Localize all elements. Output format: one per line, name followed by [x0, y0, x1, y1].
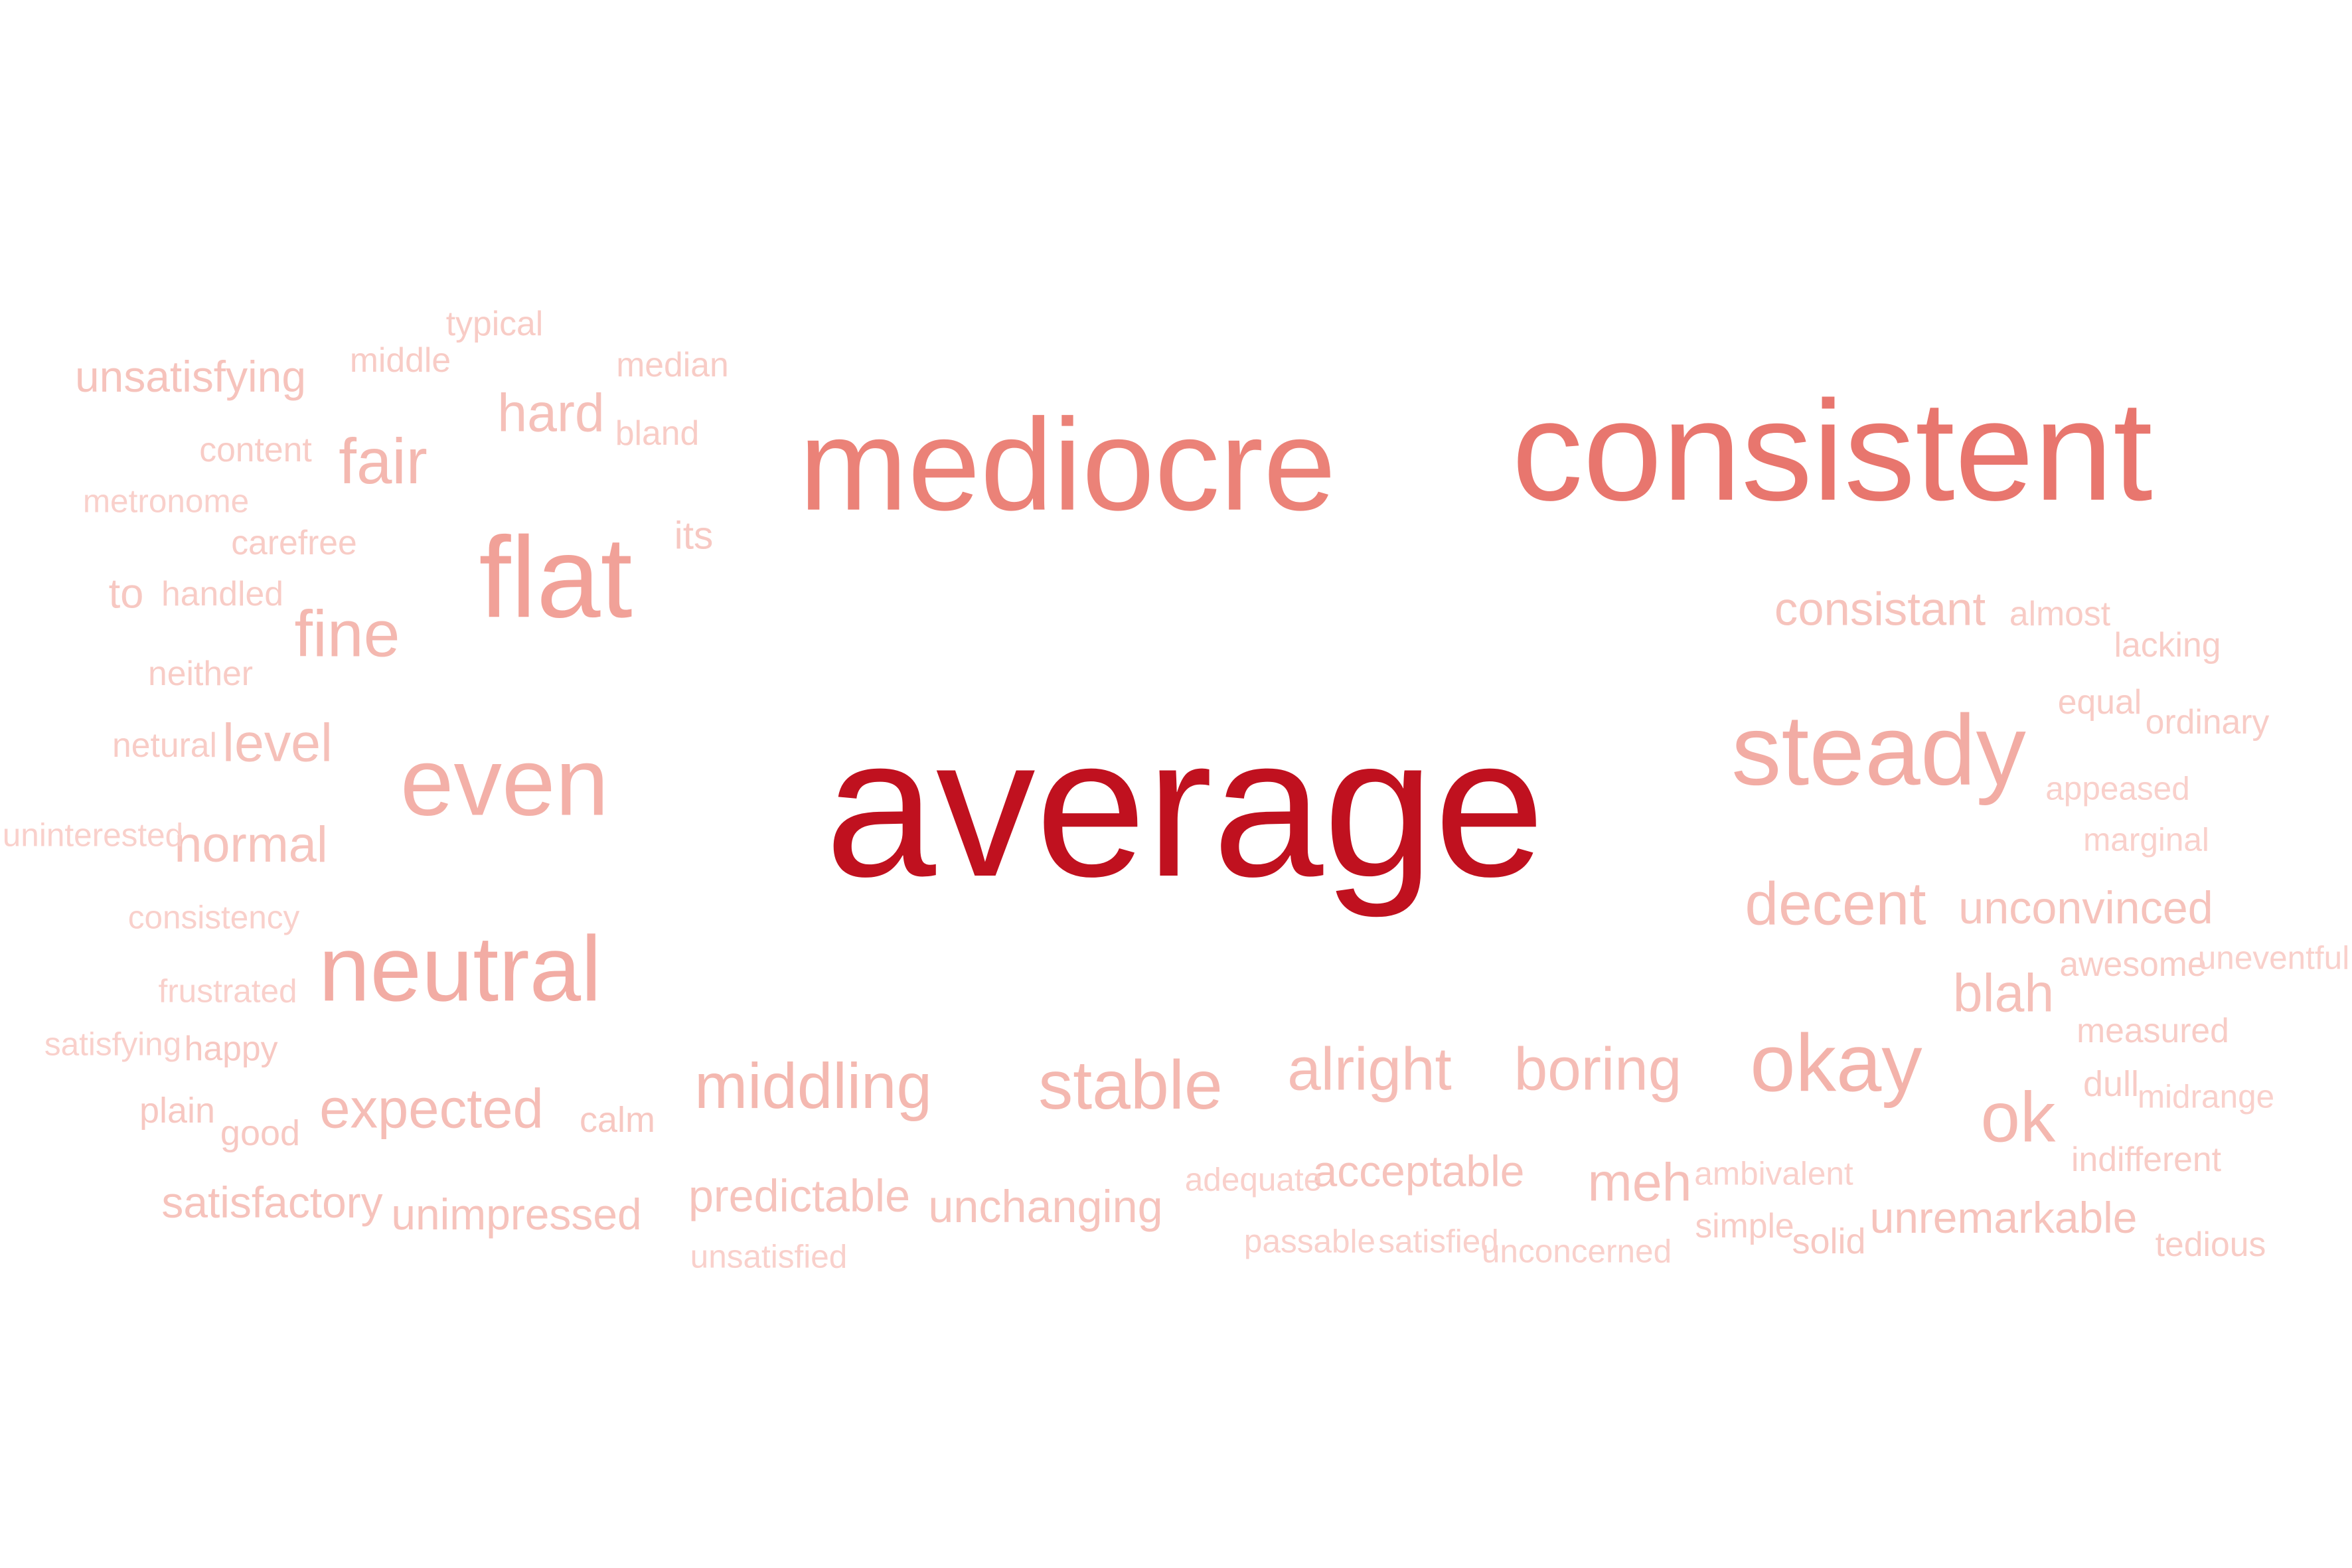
- cloud-word-average: average: [824, 695, 1545, 918]
- cloud-word-lacking: lacking: [2114, 625, 2221, 665]
- cloud-word-middling: middling: [694, 1050, 932, 1122]
- cloud-word-awesome: awesome: [2059, 945, 2207, 984]
- cloud-word-satisfied: satisfied: [1378, 1223, 1499, 1260]
- cloud-word-adequate: adequate: [1184, 1161, 1322, 1198]
- cloud-word-decent: decent: [1745, 870, 1926, 938]
- cloud-word-marginal: marginal: [2083, 821, 2209, 858]
- cloud-word-alright: alright: [1287, 1036, 1452, 1103]
- cloud-word-consistency: consistency: [127, 899, 300, 936]
- cloud-word-predictable: predictable: [688, 1170, 911, 1221]
- cloud-word-okay: okay: [1750, 1018, 1922, 1109]
- cloud-word-bland: bland: [615, 414, 700, 453]
- cloud-word-calm: calm: [579, 1100, 656, 1140]
- cloud-word-solid: solid: [1792, 1221, 1866, 1261]
- cloud-word-uneventful: uneventful: [2197, 939, 2350, 977]
- cloud-word-satisfactory: satisfactory: [161, 1178, 383, 1227]
- cloud-word-tedious: tedious: [2155, 1225, 2266, 1264]
- cloud-word-plain: plain: [139, 1091, 216, 1131]
- cloud-word-equal: equal: [2057, 682, 2142, 722]
- cloud-word-unchanging: unchanging: [928, 1181, 1163, 1232]
- cloud-word-hard: hard: [497, 383, 605, 443]
- cloud-word-frustrated: frustrated: [158, 973, 297, 1010]
- cloud-word-measured: measured: [2077, 1011, 2229, 1050]
- cloud-word-handled: handled: [161, 574, 283, 613]
- cloud-word-to: to: [108, 570, 144, 617]
- cloud-word-metronome: metronome: [82, 483, 250, 520]
- cloud-word-consistant: consistant: [1774, 582, 1986, 635]
- cloud-word-ok: ok: [1980, 1077, 2056, 1157]
- cloud-word-typical: typical: [445, 304, 544, 343]
- cloud-word-its: its: [674, 514, 714, 558]
- cloud-word-midrange: midrange: [2137, 1078, 2275, 1115]
- cloud-word-content: content: [199, 430, 312, 469]
- cloud-word-normal: normal: [174, 817, 328, 874]
- cloud-word-unconvinced: unconvinced: [1958, 882, 2213, 933]
- cloud-word-unsatisfying: unsatisfying: [75, 352, 306, 402]
- cloud-word-flat: flat: [479, 512, 633, 642]
- cloud-word-fine: fine: [294, 597, 400, 670]
- cloud-word-passable: passable: [1243, 1223, 1376, 1260]
- cloud-word-appeased: appeased: [2045, 770, 2190, 807]
- cloud-word-neither: neither: [147, 654, 254, 693]
- cloud-word-level: level: [222, 713, 333, 773]
- cloud-word-acceptable: acceptable: [1312, 1146, 1525, 1196]
- cloud-word-unremarkable: unremarkable: [1869, 1193, 2138, 1243]
- cloud-word-unsatisfied: unsatisfied: [690, 1238, 848, 1275]
- cloud-word-stable: stable: [1038, 1047, 1223, 1124]
- cloud-word-good: good: [220, 1113, 301, 1153]
- cloud-word-netural: netural: [112, 726, 218, 765]
- cloud-word-expected: expected: [319, 1077, 544, 1140]
- cloud-word-simple: simple: [1695, 1206, 1794, 1245]
- cloud-word-middle: middle: [349, 341, 451, 380]
- cloud-word-uninterested: uninterested: [2, 817, 184, 854]
- cloud-word-consistent: consistent: [1512, 371, 2153, 530]
- cloud-word-mediocre: mediocre: [799, 391, 1336, 538]
- cloud-word-satisfying: satisfying: [44, 1026, 182, 1063]
- cloud-word-dull: dull: [2082, 1064, 2140, 1104]
- cloud-word-even: even: [400, 728, 609, 836]
- cloud-word-ambivalent: ambivalent: [1694, 1155, 1853, 1192]
- cloud-word-median: median: [616, 345, 729, 384]
- cloud-word-unconcerned: unconcerned: [1481, 1233, 1672, 1270]
- cloud-word-fair: fair: [339, 426, 428, 497]
- cloud-word-happy: happy: [184, 1029, 278, 1068]
- cloud-word-boring: boring: [1514, 1036, 1682, 1103]
- cloud-word-ordinary: ordinary: [2145, 702, 2270, 742]
- cloud-word-almost: almost: [2009, 594, 2111, 633]
- cloud-word-unimpressed: unimpressed: [391, 1190, 642, 1239]
- cloud-word-steady: steady: [1731, 694, 2026, 806]
- cloud-word-neutral: neutral: [318, 917, 602, 1021]
- cloud-word-indifferent: indifferent: [2071, 1140, 2222, 1179]
- cloud-word-blah: blah: [1952, 963, 2055, 1024]
- cloud-word-carefree: carefree: [231, 523, 357, 562]
- cloud-word-meh: meh: [1587, 1152, 1692, 1213]
